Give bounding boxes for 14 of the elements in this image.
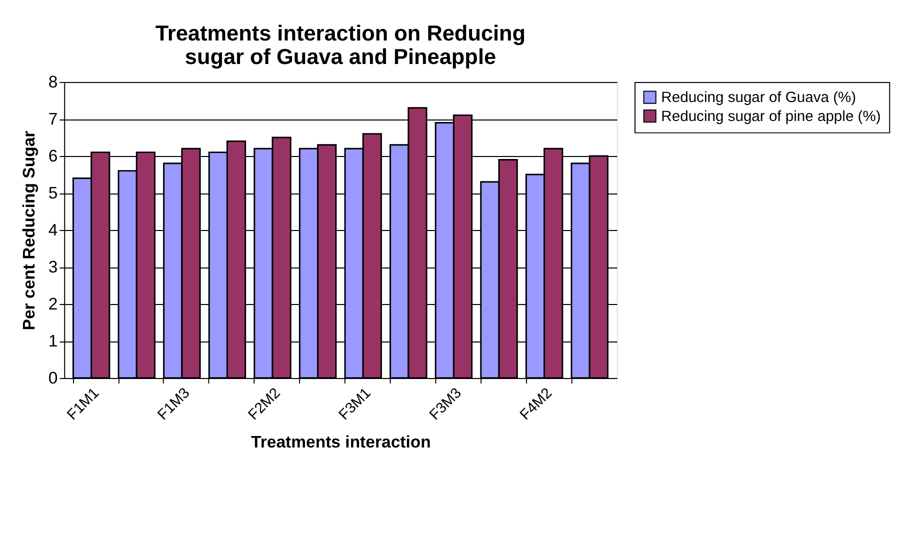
y-tick-label: 8 <box>48 72 58 92</box>
y-tick-label: 3 <box>48 257 58 276</box>
y-tick-label: 1 <box>48 331 58 350</box>
y-tick-label: 2 <box>48 294 58 314</box>
chart-title: Treatments interaction on Reducing sugar of Guava and Pineapple <box>155 20 526 70</box>
y-tick-label: 5 <box>48 183 58 202</box>
y-axis-title: Per cent Reducing Sugar <box>20 130 39 330</box>
legend-label: Reducing sugar of pine apple (%) <box>661 108 881 125</box>
y-tick-label: 4 <box>48 220 58 240</box>
y-tick-label: 7 <box>48 109 58 128</box>
legend-label: Reducing sugar of Guava (%) <box>661 90 856 106</box>
x-axis-title: Treatments interaction <box>251 432 431 452</box>
y-tick-label: 6 <box>48 146 58 166</box>
y-tick-label: 0 <box>48 368 58 388</box>
